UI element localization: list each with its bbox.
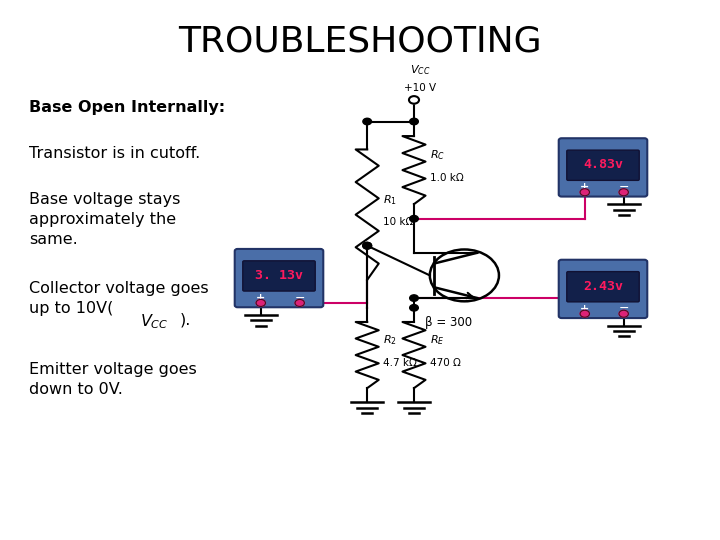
Text: 3. 13v: 3. 13v [255,269,303,282]
Text: $R_1$: $R_1$ [383,193,397,206]
Circle shape [410,305,418,311]
Text: +: + [256,293,266,303]
Text: +: + [580,183,590,192]
Text: +: + [580,304,590,314]
Circle shape [363,242,372,249]
Text: $V_{CC}$: $V_{CC}$ [140,312,169,331]
Circle shape [409,96,419,104]
Circle shape [410,118,418,125]
FancyBboxPatch shape [559,260,647,318]
Circle shape [363,118,372,125]
Text: Base Open Internally:: Base Open Internally: [29,100,225,115]
Text: 10 kΩ: 10 kΩ [383,217,413,227]
Circle shape [256,299,266,307]
Text: ).: ). [180,312,192,327]
Text: 2.43v: 2.43v [583,280,623,293]
Text: 1.0 kΩ: 1.0 kΩ [430,173,464,183]
Text: $R_E$: $R_E$ [430,333,444,347]
FancyBboxPatch shape [567,150,639,180]
Circle shape [580,310,590,317]
Text: β = 300: β = 300 [425,316,472,329]
Text: −: − [618,302,629,315]
Text: $R_C$: $R_C$ [430,148,445,162]
FancyBboxPatch shape [243,261,315,291]
Circle shape [295,299,305,307]
Circle shape [619,310,629,317]
Text: $V_{CC}$: $V_{CC}$ [410,63,430,77]
Circle shape [410,215,418,222]
Text: $R_2$: $R_2$ [383,333,397,347]
Text: 470 Ω: 470 Ω [430,357,461,368]
Text: −: − [294,292,305,305]
FancyBboxPatch shape [235,249,323,307]
Text: +10 V: +10 V [404,83,436,93]
Text: 4.7 kΩ: 4.7 kΩ [383,357,417,368]
Text: Base voltage stays
approximately the
same.: Base voltage stays approximately the sam… [29,192,180,247]
Text: Transistor is in cutoff.: Transistor is in cutoff. [29,146,200,161]
FancyBboxPatch shape [567,272,639,302]
Circle shape [363,242,372,249]
Text: −: − [618,181,629,194]
Circle shape [410,295,418,301]
Text: Emitter voltage goes
down to 0V.: Emitter voltage goes down to 0V. [29,362,197,397]
FancyBboxPatch shape [559,138,647,197]
Text: 4.83v: 4.83v [583,158,623,172]
Circle shape [619,189,629,195]
Text: TROUBLESHOOTING: TROUBLESHOOTING [178,24,542,58]
Circle shape [363,242,372,249]
Circle shape [580,189,590,195]
Text: Collector voltage goes
up to 10V(: Collector voltage goes up to 10V( [29,281,208,316]
